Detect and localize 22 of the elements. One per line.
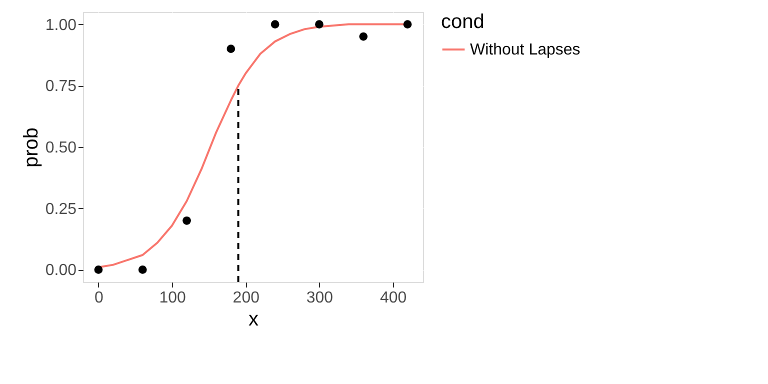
y-tick-label: 0.75: [45, 78, 77, 96]
x-tick-label: 100: [159, 290, 186, 306]
legend-title: cond: [441, 11, 484, 33]
point: [226, 44, 236, 53]
point: [94, 266, 103, 274]
y-axis-title: prob: [20, 127, 42, 168]
x-tick-label: 0: [94, 290, 104, 306]
point: [138, 266, 147, 274]
x-tick-label: 400: [380, 290, 407, 306]
x-tick-label: 300: [306, 290, 334, 306]
y-tick-label: 0.00: [45, 262, 77, 280]
x-axis-title: x: [248, 308, 258, 330]
point: [315, 20, 324, 28]
y-tick-label: 0.25: [45, 200, 77, 218]
y-tick-label: 0.50: [45, 140, 77, 156]
point: [182, 216, 191, 225]
point: [359, 32, 368, 41]
point: [270, 20, 280, 28]
y-tick-label: 1.00: [45, 16, 77, 34]
legend-label: Without Lapses: [470, 42, 580, 58]
x-tick-label: 200: [232, 290, 260, 306]
point: [403, 20, 412, 28]
